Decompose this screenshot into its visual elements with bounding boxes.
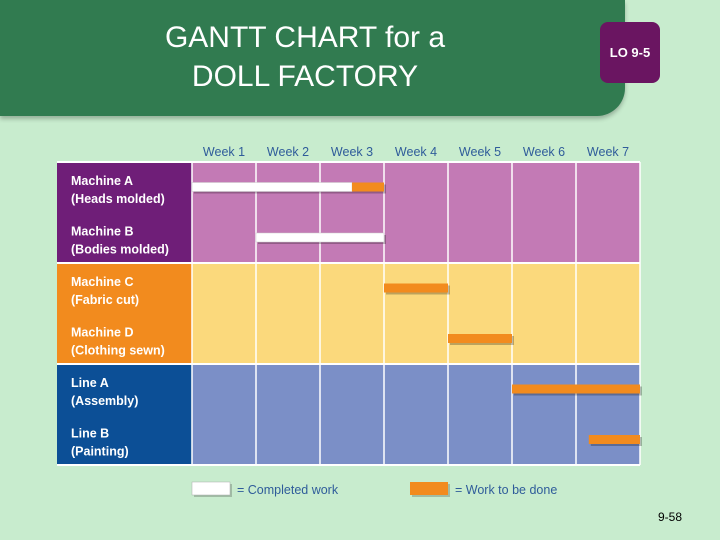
row-label-name: Line A xyxy=(71,376,109,390)
row-label-desc: (Clothing sewn) xyxy=(71,344,165,358)
week-label: Week 1 xyxy=(203,145,245,159)
week-label: Week 2 xyxy=(267,145,309,159)
task-bar-todo xyxy=(512,384,640,394)
row-label-desc: (Assembly) xyxy=(71,394,138,408)
row-label-desc: (Heads molded) xyxy=(71,192,165,206)
row-label-name: Line B xyxy=(71,427,109,441)
week-label: Week 4 xyxy=(395,145,437,159)
slide-title: GANTT CHART for a DOLL FACTORY xyxy=(120,18,490,96)
row-label-name: Machine C xyxy=(71,275,134,289)
row-label-desc: (Bodies molded) xyxy=(71,243,169,257)
task-bar-todo xyxy=(384,283,448,293)
group-fill xyxy=(192,364,640,465)
row-label-desc: (Painting) xyxy=(71,445,129,459)
week-label: Week 5 xyxy=(459,145,501,159)
page-number: 9-58 xyxy=(657,510,683,524)
slide-header: GANTT CHART for a DOLL FACTORY xyxy=(0,0,625,116)
title-line-1: GANTT CHART for a xyxy=(164,21,446,54)
group-label-block xyxy=(57,364,192,465)
task-bar-completed xyxy=(255,232,385,243)
row-label-desc: (Fabric cut) xyxy=(71,293,139,307)
row-label-name: Machine D xyxy=(71,326,134,340)
group-fill xyxy=(192,263,640,364)
task-bar-todo xyxy=(588,435,640,444)
legend-swatch xyxy=(191,481,231,496)
row-label-name: Machine A xyxy=(71,174,133,188)
task-bar-todo xyxy=(352,182,384,192)
lo-badge: LO 9-5 xyxy=(600,22,660,83)
week-label: Week 3 xyxy=(331,145,373,159)
group-label-block xyxy=(57,263,192,364)
group-label-block xyxy=(57,162,192,263)
legend-swatch xyxy=(410,482,448,495)
task-bar-completed xyxy=(191,182,353,192)
title-line-2: DOLL FACTORY xyxy=(191,60,419,93)
legend-label: = Completed work xyxy=(237,483,339,497)
row-label-name: Machine B xyxy=(71,225,134,239)
week-label: Week 6 xyxy=(523,145,565,159)
week-label: Week 7 xyxy=(587,145,629,159)
group-fill xyxy=(192,162,640,263)
task-bar-todo xyxy=(448,334,512,343)
legend-label: = Work to be done xyxy=(455,483,557,497)
